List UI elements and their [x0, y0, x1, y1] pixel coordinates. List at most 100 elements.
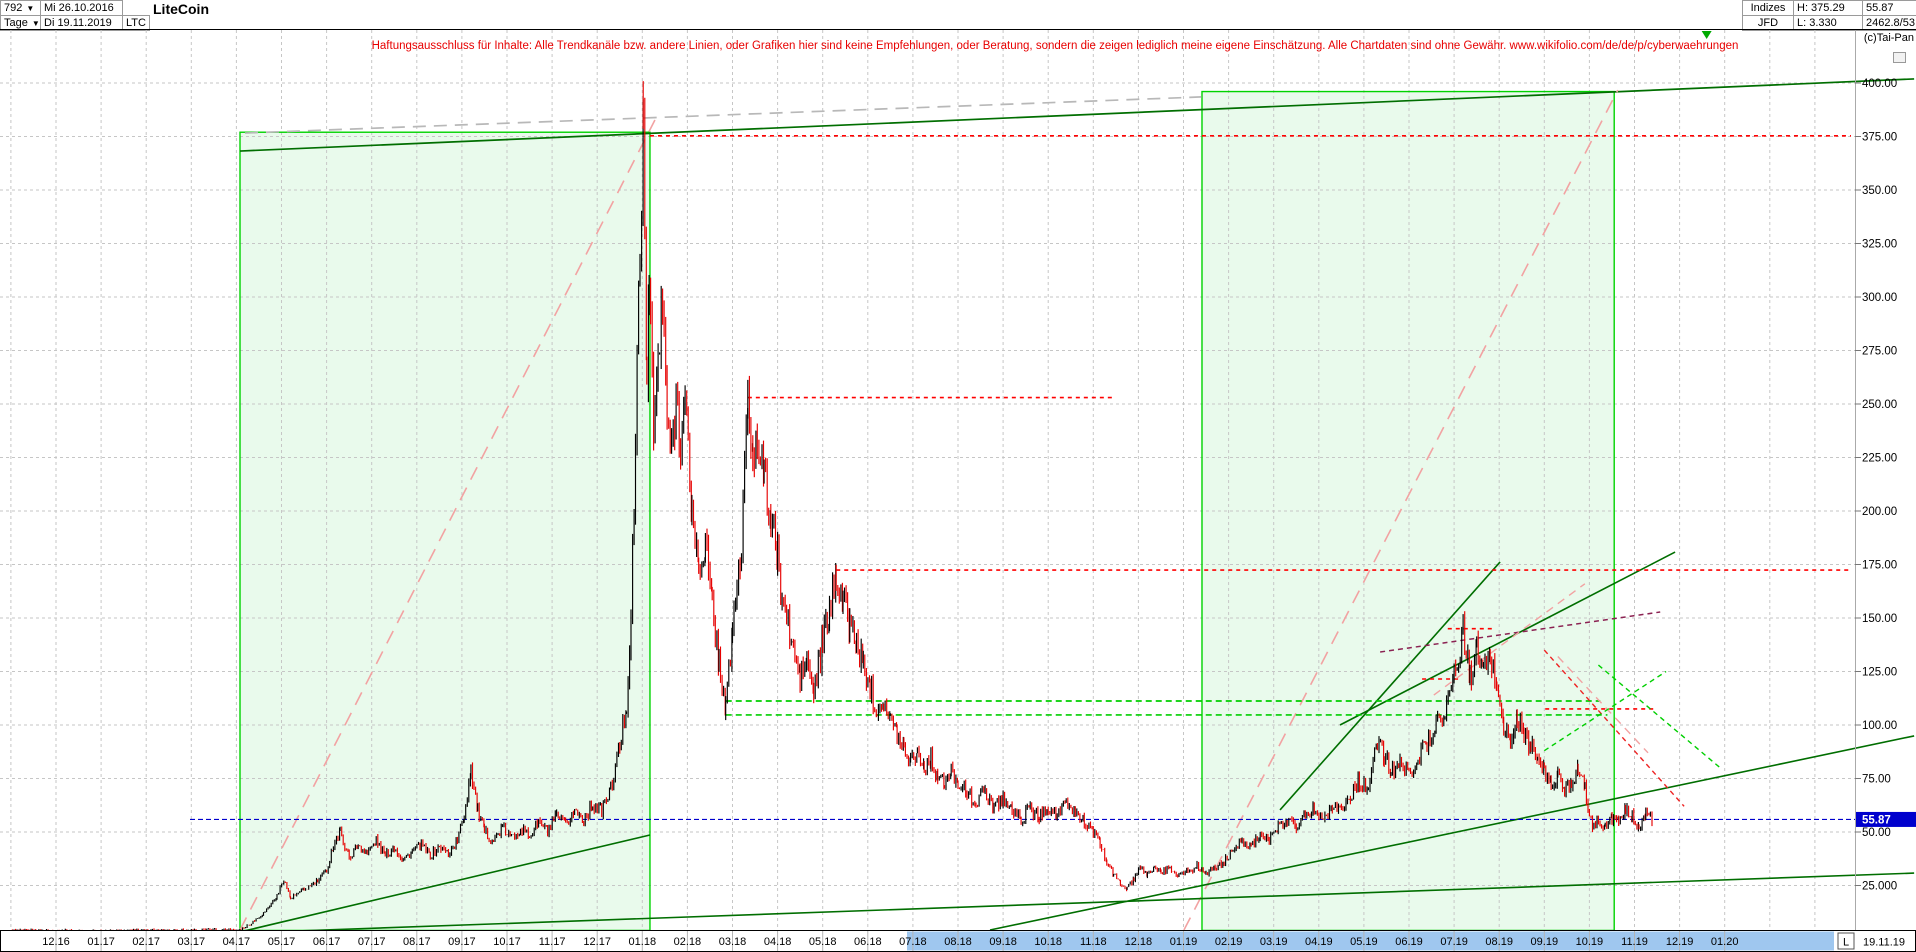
time-axis-label: 06.17: [313, 936, 341, 948]
long-term-support-line: [239, 872, 1915, 934]
trend-channel-boxes: [240, 91, 1615, 931]
price-axis-label: 400.00: [1862, 78, 1897, 90]
trend-box-2019-fill: [1201, 91, 1615, 931]
copyright-label: (c)Tai-Pan: [1863, 32, 1914, 44]
time-axis-label: 11.18: [1080, 936, 1107, 948]
time-axis-label: 08.19: [1485, 936, 1513, 948]
end-date-field[interactable]: Di 19.11.2019: [40, 15, 123, 31]
time-axis-label: 11.17: [539, 936, 566, 948]
volume-info-cell: 2462.8/53: [1862, 15, 1916, 31]
support-2017-inner-line: [239, 834, 651, 933]
start-date-field[interactable]: Mi 26.10.2016: [40, 0, 123, 16]
time-axis-label: 12.17: [583, 936, 611, 948]
time-axis-label: 08.17: [403, 936, 431, 948]
collapse-pane-button[interactable]: [1893, 52, 1906, 63]
time-axis-label: 02.18: [674, 936, 702, 948]
price-axis-label: 225.00: [1862, 453, 1897, 465]
rising-2019-channel-line: [1339, 551, 1676, 726]
minor-green-falling-line: [1597, 664, 1721, 769]
time-axis-label: 03.18: [719, 936, 747, 948]
period-dropdown[interactable]: Tage ▼: [0, 15, 41, 31]
disclaimer-text: Haftungsausschluss für Inhalte: Alle Tre…: [371, 40, 1739, 52]
long-term-resistance-line: [239, 78, 1915, 152]
provider-indizes-cell: Indizes: [1742, 0, 1794, 16]
price-axis-label: 200.00: [1862, 506, 1897, 518]
time-axis-label: 09.19: [1531, 936, 1559, 948]
steep-2019-peak-line: [1279, 561, 1501, 811]
time-axis-label: 05.17: [268, 936, 296, 948]
last-price-cell: 55.87: [1862, 0, 1916, 16]
price-axis-label: 325.00: [1862, 239, 1897, 251]
time-axis-label: 07.18: [899, 936, 927, 948]
period-value: Tage: [4, 17, 28, 29]
price-axis-label: 50.00: [1862, 827, 1891, 839]
current-price-badge-label: 55.87: [1862, 814, 1891, 826]
time-axis-label: 04.19: [1305, 936, 1333, 948]
time-axis-label: 04.18: [764, 936, 792, 948]
price-axis-label: 375.00: [1862, 132, 1897, 144]
time-axis-label: 06.19: [1395, 936, 1423, 948]
last-bar-label: L: [1843, 937, 1849, 949]
dropdown-arrow-icon: ▼: [31, 18, 40, 28]
time-axis-label: 01.18: [629, 936, 657, 948]
price-axis-label: 275.00: [1862, 346, 1897, 358]
time-axis[interactable]: 12.16 01.17 02.17 03.17 04.17 05.17 06.17 07.17…: [0, 930, 1916, 952]
time-axis-label: 02.17: [132, 936, 160, 948]
price-axis-label: 75.00: [1862, 774, 1891, 786]
time-axis-label: 01.17: [87, 936, 115, 948]
last-date-label: 19.11.19: [1863, 937, 1905, 949]
event-marker-triangle: [1701, 31, 1712, 39]
time-axis-label: 01.19: [1170, 936, 1198, 948]
gray-projection-line: [244, 96, 1202, 134]
price-axis-label: 125.00: [1862, 667, 1897, 679]
dropdown-arrow-icon: ▼: [26, 3, 35, 13]
rally-2019-trendline: [1183, 89, 1619, 931]
price-axis-label: 350.00: [1862, 185, 1897, 197]
time-axis-label: 04.17: [223, 936, 251, 948]
start-date-value: Mi 26.10.2016: [44, 2, 114, 14]
price-axis-label: 175.00: [1862, 560, 1897, 572]
support-2019-line: [989, 735, 1915, 931]
gridlines: [0, 30, 1855, 930]
time-axis-label: 01.20: [1711, 936, 1739, 948]
symbol-value: LTC: [126, 17, 146, 29]
time-axis-label: 05.18: [809, 936, 837, 948]
last-bar-cell: [1837, 932, 1855, 950]
minor-green-rising-line: [1543, 670, 1667, 752]
purple-fan-line: [1380, 611, 1661, 653]
time-axis-label: 03.17: [178, 936, 206, 948]
period-low-cell: L: 3.330: [1793, 15, 1863, 31]
time-axis-label: 10.17: [493, 936, 521, 948]
end-date-value: Di 19.11.2019: [44, 17, 112, 29]
bars-count-value: 792: [4, 2, 23, 14]
time-axis-label: 07.19: [1440, 936, 1468, 948]
trendlines-layer: [239, 78, 1915, 934]
symbol-cell: LTC: [122, 15, 150, 31]
time-axis-label: 08.18: [944, 936, 972, 948]
time-axis-label: 12.18: [1125, 936, 1153, 948]
rally-2017-trendline: [239, 119, 656, 931]
time-axis-label: 12.16: [42, 936, 70, 948]
time-axis-label: 09.17: [448, 936, 476, 948]
time-axis-label: 05.19: [1350, 936, 1378, 948]
instrument-title: LiteCoin: [153, 1, 209, 17]
price-axis-label: 25.000: [1862, 881, 1897, 893]
decline-2019-line: [1543, 649, 1685, 807]
wedge-left-line: [1433, 583, 1586, 696]
current-price-badge: [1856, 811, 1916, 827]
time-axis-label: 10.19: [1576, 936, 1604, 948]
time-axis-label: 09.18: [989, 936, 1017, 948]
time-axis-label: 02.19: [1215, 936, 1243, 948]
price-axis-label: 150.00: [1862, 613, 1897, 625]
time-axis-label: 12.19: [1666, 936, 1694, 948]
price-axis-label: 300.00: [1862, 292, 1897, 304]
price-axis: 400.00 375.00 350.00 325.00 300.00 275.00 250.…: [1855, 78, 1897, 893]
time-axis-label: 10.18: [1034, 936, 1062, 948]
wedge-right-line: [1557, 656, 1649, 754]
period-high-cell: H: 375.29: [1793, 0, 1863, 16]
time-axis-label: 07.17: [358, 936, 386, 948]
price-axis-label: 100.00: [1862, 720, 1897, 732]
price-axis-label: 250.00: [1862, 399, 1897, 411]
